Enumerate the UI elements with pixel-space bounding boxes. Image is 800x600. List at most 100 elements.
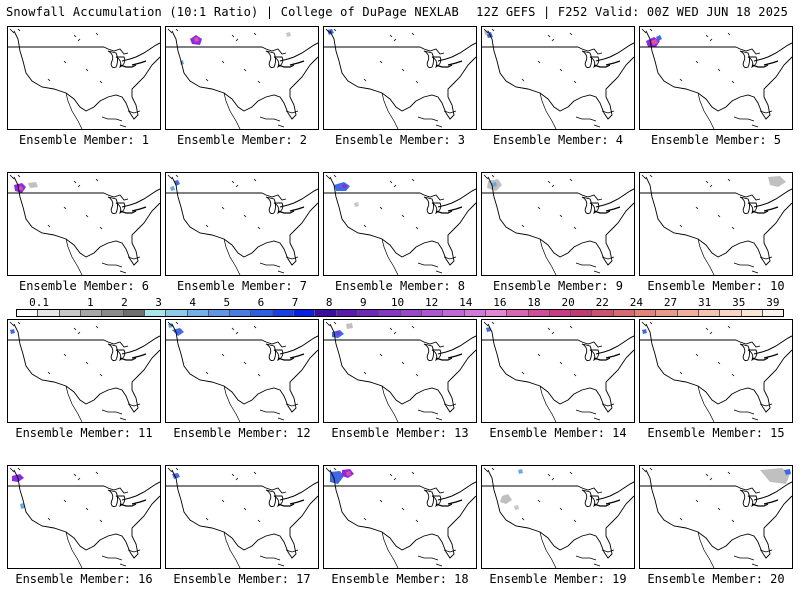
us-basemap — [482, 174, 634, 275]
member-label-5: Ensemble Member: 5 — [650, 133, 782, 147]
colorbar-tick-label: 5 — [223, 296, 231, 309]
member-map-3 — [323, 26, 477, 130]
us-basemap — [166, 321, 318, 422]
colorbar-swatch — [166, 310, 188, 316]
member-map-13 — [323, 319, 477, 423]
us-basemap — [8, 467, 160, 568]
member-label-17: Ensemble Member: 17 — [173, 572, 311, 586]
member-map-15 — [639, 319, 793, 423]
member-label-20: Ensemble Member: 20 — [647, 572, 785, 586]
us-basemap — [166, 467, 318, 568]
colorbar-swatch — [656, 310, 678, 316]
us-basemap — [324, 467, 476, 568]
member-map-20 — [639, 465, 793, 569]
map-title: Snowfall Accumulation (10:1 Ratio) | Col… — [6, 5, 459, 19]
colorbar-swatch — [102, 310, 124, 316]
colorbar-swatch — [59, 310, 81, 316]
colorbar-tick-label: 10 — [390, 296, 405, 309]
member-label-6: Ensemble Member: 6 — [18, 279, 150, 293]
us-basemap — [8, 321, 160, 422]
colorbar-tick-label: 4 — [189, 296, 196, 309]
us-basemap — [324, 321, 476, 422]
colorbar-swatch — [358, 310, 380, 316]
colorbar-swatch — [315, 310, 337, 316]
colorbar-tick-label: 9 — [360, 296, 367, 309]
colorbar-swatch — [528, 310, 550, 316]
colorbar-swatch — [635, 310, 657, 316]
member-map-14 — [481, 319, 635, 423]
colorbar-tick-label: 39 — [766, 296, 780, 309]
colorbar-tick-label: 16 — [493, 296, 507, 309]
colorbar-tick-label: 2 — [121, 296, 128, 309]
colorbar-swatch — [38, 310, 60, 316]
colorbar-swatch — [294, 310, 316, 316]
colorbar-swatch — [741, 310, 763, 316]
member-map-9 — [481, 172, 635, 276]
colorbar-swatch — [230, 310, 252, 316]
member-map-4 — [481, 26, 635, 130]
us-basemap — [640, 467, 792, 568]
colorbar-tick-label: 0.1 — [29, 296, 49, 309]
us-basemap — [166, 174, 318, 275]
colorbar-swatch — [123, 310, 145, 316]
colorbar-tick-label: 7 — [291, 296, 299, 309]
colorbar-swatch — [571, 310, 593, 316]
us-basemap — [166, 28, 318, 129]
colorbar-tick-label: 12 — [424, 296, 439, 309]
colorbar-tick-label: 20 — [561, 296, 575, 309]
colorbar-swatch — [208, 310, 231, 316]
member-label-14: Ensemble Member: 14 — [489, 426, 627, 440]
colorbar-swatch — [699, 310, 721, 316]
member-label-12: Ensemble Member: 12 — [173, 426, 311, 440]
colorbar-tick-label: 24 — [629, 296, 644, 309]
colorbar-swatch — [17, 310, 39, 316]
member-map-19 — [481, 465, 635, 569]
us-basemap — [640, 321, 792, 422]
colorbar-swatch — [720, 310, 742, 316]
colorbar-swatch — [336, 310, 358, 316]
colorbar-tick-label: 14 — [459, 296, 473, 309]
us-basemap — [482, 321, 634, 422]
colorbar-swatch — [592, 310, 614, 316]
us-basemap — [324, 174, 476, 275]
member-label-13: Ensemble Member: 13 — [331, 426, 469, 440]
colorbar-swatch — [421, 310, 444, 316]
member-label-4: Ensemble Member: 4 — [492, 133, 624, 147]
colorbar-tick-label: 1 — [86, 296, 94, 309]
colorbar-tick-label: 3 — [155, 296, 162, 309]
member-map-16 — [7, 465, 161, 569]
member-map-12 — [165, 319, 319, 423]
colorbar-swatch — [187, 310, 209, 316]
member-label-15: Ensemble Member: 15 — [647, 426, 785, 440]
member-label-7: Ensemble Member: 7 — [176, 279, 308, 293]
member-label-9: Ensemble Member: 9 — [492, 279, 624, 293]
member-label-1: Ensemble Member: 1 — [18, 133, 150, 147]
colorbar-swatch — [443, 310, 465, 316]
us-basemap — [8, 28, 160, 129]
us-basemap — [324, 28, 476, 129]
us-basemap — [482, 467, 634, 568]
member-map-6 — [7, 172, 161, 276]
member-map-1 — [7, 26, 161, 130]
colorbar-swatch — [762, 310, 784, 316]
member-label-3: Ensemble Member: 3 — [334, 133, 466, 147]
member-map-2 — [165, 26, 319, 130]
member-map-17 — [165, 465, 319, 569]
us-basemap — [482, 28, 634, 129]
run-valid-time: 12Z GEFS | F252 Valid: 00Z WED JUN 18 20… — [476, 5, 788, 19]
colorbar-tick-label: 35 — [732, 296, 746, 309]
member-label-8: Ensemble Member: 8 — [334, 279, 466, 293]
colorbar-tick-label: 31 — [698, 296, 712, 309]
member-label-11: Ensemble Member: 11 — [15, 426, 153, 440]
member-label-18: Ensemble Member: 18 — [331, 572, 469, 586]
member-map-5 — [639, 26, 793, 130]
colorbar-swatch — [379, 310, 401, 316]
colorbar-tick-label: 6 — [257, 296, 265, 309]
colorbar-tick-label: 27 — [663, 296, 678, 309]
snowfall-colorbar — [16, 309, 784, 317]
member-map-18 — [323, 465, 477, 569]
us-basemap — [640, 174, 792, 275]
colorbar-swatch — [272, 310, 295, 316]
colorbar-swatch — [80, 310, 103, 316]
us-basemap — [640, 28, 792, 129]
